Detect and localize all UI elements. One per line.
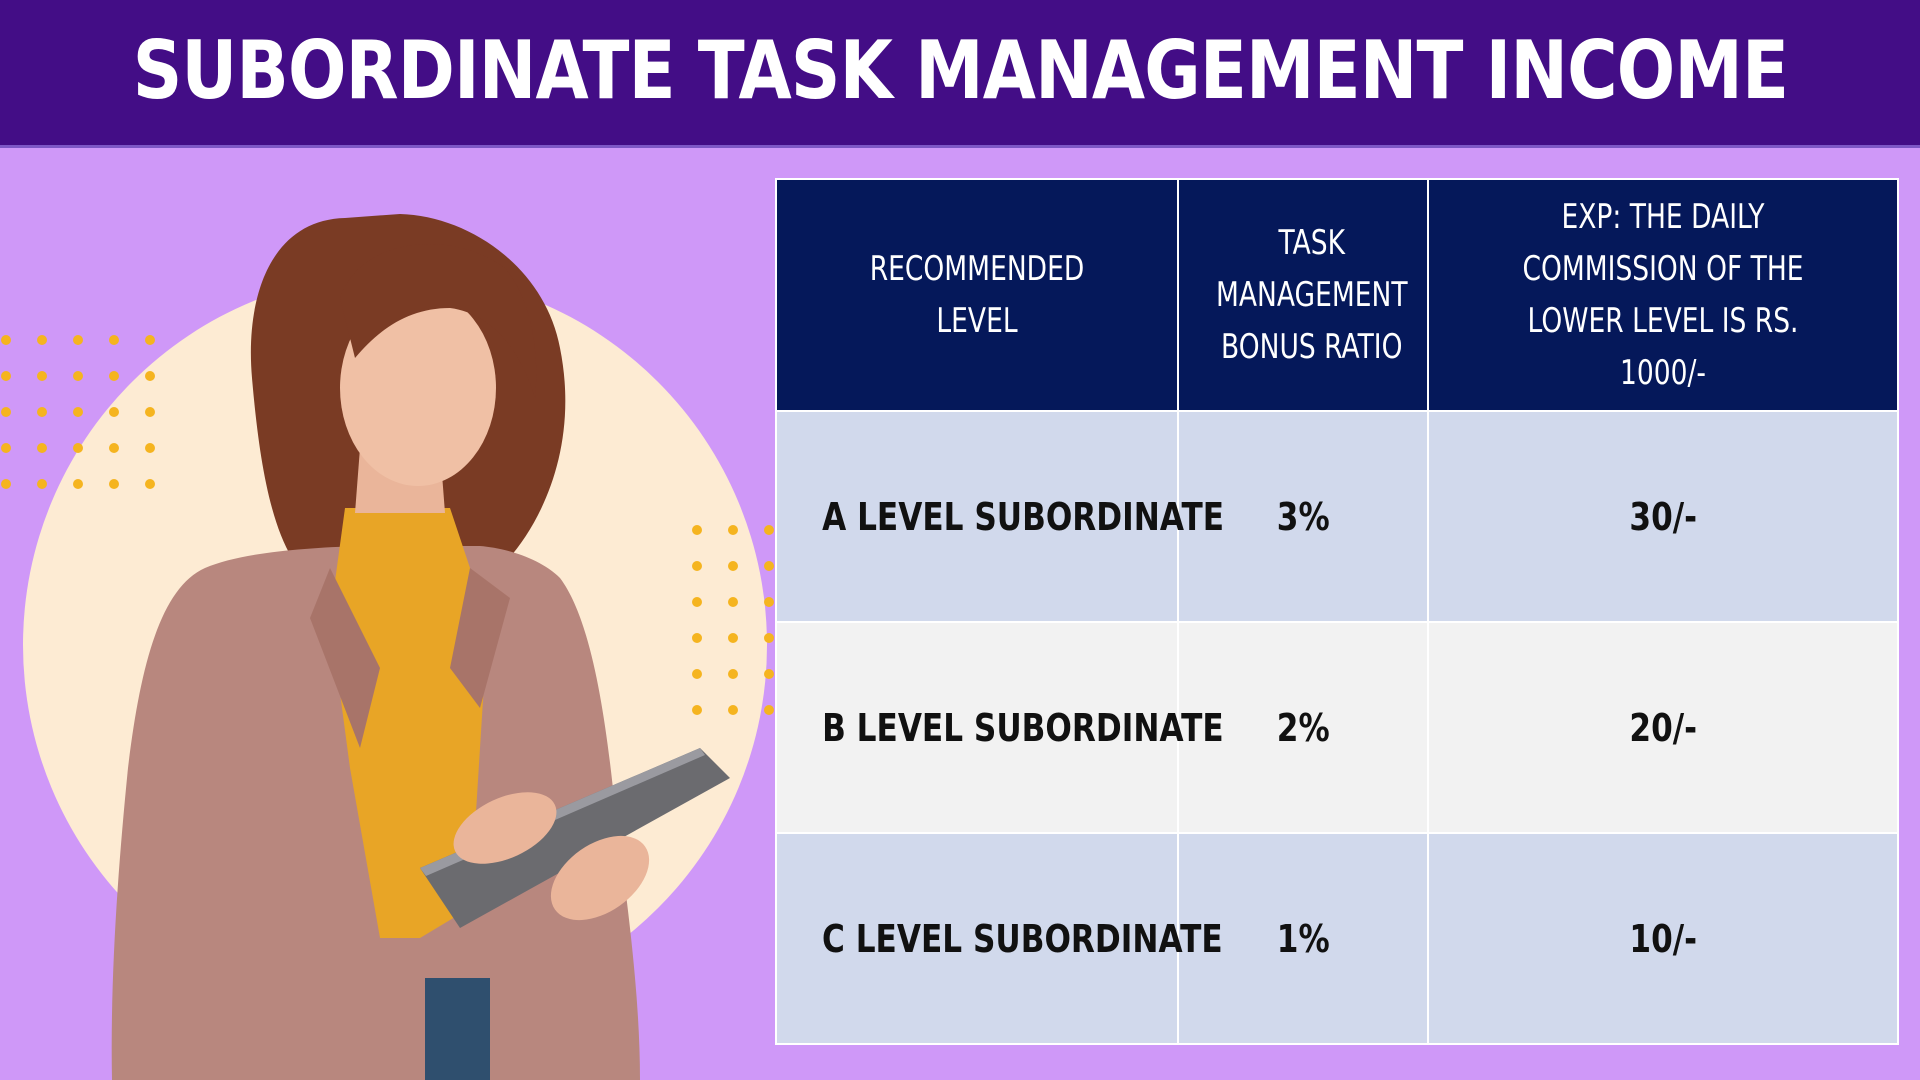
table-row: B LEVEL SUBORDINATE 2% 20/- <box>775 621 1899 834</box>
lapel-left <box>310 568 380 748</box>
page-title: SUBORDINATE TASK MANAGEMENT INCOME <box>132 24 1788 117</box>
header-bonus-ratio: TASK MANAGEMENT BONUS RATIO <box>1177 178 1429 412</box>
cell-level: C LEVEL SUBORDINATE <box>775 832 1223 1045</box>
cell-commission: 10/- <box>1427 832 1899 1045</box>
cell-commission: 30/- <box>1427 410 1899 623</box>
table-row: C LEVEL SUBORDINATE 1% 10/- <box>775 832 1899 1045</box>
face <box>340 290 496 486</box>
header-daily-commission: EXP: THE DAILY COMMISSION OF THE LOWER L… <box>1427 178 1899 412</box>
lapel-right <box>450 568 510 708</box>
woman-with-tablet-illustration <box>1 214 774 1080</box>
hand-right <box>550 835 650 921</box>
table-row: A LEVEL SUBORDINATE 3% 30/- <box>775 410 1899 623</box>
cell-level: B LEVEL SUBORDINATE <box>775 621 1224 834</box>
sweater <box>330 508 485 938</box>
header-recommended-level: RECOMMENDED LEVEL <box>775 178 1179 412</box>
income-table: RECOMMENDED LEVEL TASK MANAGEMENT BONUS … <box>775 178 1899 1045</box>
income-table-container: RECOMMENDED LEVEL TASK MANAGEMENT BONUS … <box>775 178 1899 1045</box>
tablet <box>420 748 730 928</box>
page-header: SUBORDINATE TASK MANAGEMENT INCOME <box>0 0 1920 148</box>
illustration <box>0 148 780 1080</box>
cell-level: A LEVEL SUBORDINATE <box>775 410 1224 623</box>
dot-pattern-right <box>692 525 774 715</box>
jeans <box>425 978 490 1080</box>
cell-ratio: 2% <box>1177 621 1429 834</box>
cell-commission: 20/- <box>1427 621 1899 834</box>
hair-fringe <box>340 244 537 398</box>
hand-left <box>453 792 557 864</box>
cell-ratio: 3% <box>1177 410 1429 623</box>
table-header-row: RECOMMENDED LEVEL TASK MANAGEMENT BONUS … <box>775 178 1899 412</box>
cell-ratio: 1% <box>1177 832 1429 1045</box>
dot-pattern-left <box>1 335 155 489</box>
